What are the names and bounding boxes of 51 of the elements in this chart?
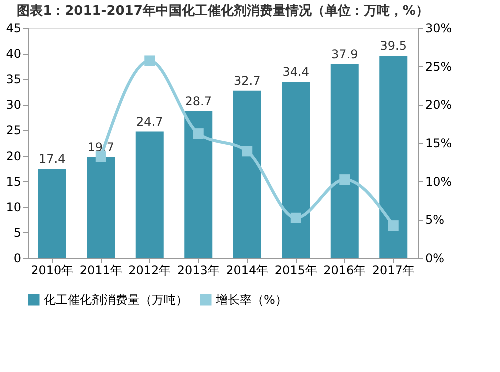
y-tick-label: 10 <box>6 200 22 214</box>
bar <box>184 111 213 258</box>
y2-tick-label: 15% <box>426 136 452 150</box>
legend-label: 化工催化剂消费量（万吨） <box>44 293 188 307</box>
x-tick-label: 2013年 <box>177 264 220 278</box>
data-label: 28.7 <box>185 94 212 108</box>
data-label: 17.4 <box>39 152 66 166</box>
point <box>242 146 253 157</box>
data-label: 39.5 <box>380 39 407 54</box>
y-tick-label: 40 <box>6 47 22 62</box>
point <box>290 212 302 224</box>
x-tick-label: 2016年 <box>324 264 366 278</box>
bar <box>330 64 359 258</box>
y2-tick-label: 0% <box>426 252 445 266</box>
y-tick-label: 45 <box>6 22 22 36</box>
bar <box>380 56 408 258</box>
bar <box>233 90 262 258</box>
y-tick-label: 35 <box>6 72 22 87</box>
y-tick-label: 15 <box>6 174 22 189</box>
y-tick-label: 0 <box>14 252 22 266</box>
data-label: 32.7 <box>234 74 261 88</box>
point <box>193 128 204 140</box>
y-tick-label: 20 <box>6 149 22 164</box>
bar <box>38 169 66 258</box>
data-label: 19.7 <box>88 140 114 154</box>
x-tick-label: 2011年 <box>80 264 122 278</box>
y2-tick-label: 20% <box>426 98 452 112</box>
x-tick-label: 2010年 <box>31 264 74 278</box>
y2-tick-label: 5% <box>426 213 445 228</box>
x-tick-label: 2012年 <box>128 264 172 278</box>
data-label: 37.9 <box>332 47 358 62</box>
bar <box>282 82 310 258</box>
bar <box>136 132 164 258</box>
y2-tick-label: 10% <box>426 174 452 189</box>
data-label: 24.7 <box>136 114 164 129</box>
x-tick-label: 2014年 <box>226 264 269 278</box>
point <box>144 56 156 66</box>
y2-tick-label: 25% <box>426 60 452 74</box>
point <box>96 152 106 162</box>
point <box>388 220 399 232</box>
y-tick-label: 25 <box>6 124 22 138</box>
y-tick-label: 5 <box>14 226 22 240</box>
chart-title: 图表1：2011-2017年中国化工催化剂消费量情况（单位：万吨，%） <box>17 3 429 19</box>
bar <box>87 157 116 258</box>
x-tick-label: 2017年 <box>372 264 415 278</box>
y-tick-label: 30 <box>6 98 22 112</box>
data-label: 34.4 <box>282 65 310 80</box>
x-tick-label: 2015年 <box>274 264 318 278</box>
point <box>340 174 350 186</box>
y2-tick-label: 30% <box>426 22 452 36</box>
legend-label: 增长率（%） <box>215 293 288 307</box>
